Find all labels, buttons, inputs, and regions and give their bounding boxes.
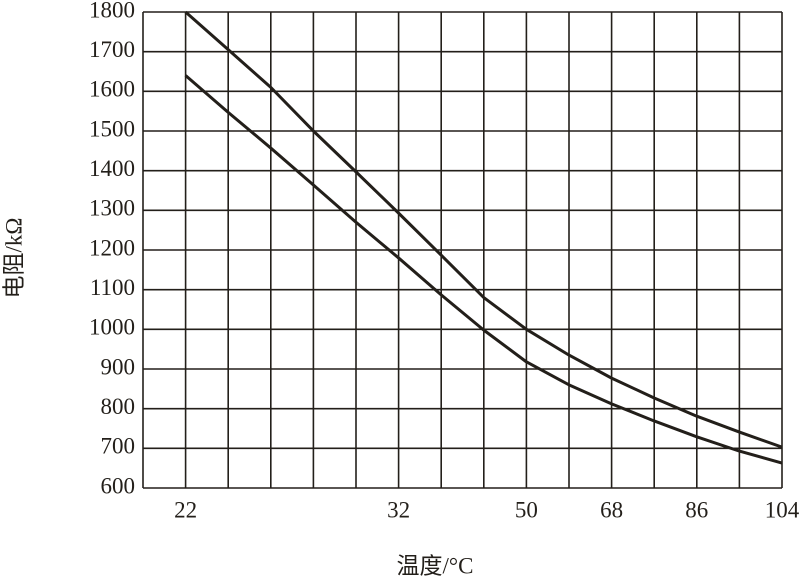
x-tick-label: 104 <box>765 497 800 522</box>
y-tick-label: 1600 <box>89 77 135 102</box>
y-axis-label: 电阻/kΩ <box>1 218 26 299</box>
line <box>184 74 783 465</box>
x-tick-label: 86 <box>685 497 708 522</box>
y-tick-label: 800 <box>101 394 136 419</box>
y-tick-label: 1500 <box>89 116 135 141</box>
x-axis-label: 温度/°C <box>397 553 474 578</box>
y-tick-label: 1700 <box>89 37 135 62</box>
y-tick-label: 1800 <box>89 0 135 22</box>
y-tick-label: 1300 <box>89 196 135 221</box>
y-tick-label: 1200 <box>89 235 135 260</box>
y-tick-label: 1000 <box>89 315 135 340</box>
x-tick-label: 68 <box>600 497 623 522</box>
y-tick-label: 900 <box>101 354 136 379</box>
y-tick-label: 700 <box>101 434 136 459</box>
x-tick-label: 32 <box>387 497 410 522</box>
line <box>184 10 783 449</box>
y-tick-label: 1100 <box>90 275 135 300</box>
x-tick-label: 22 <box>174 497 197 522</box>
y-tick-label: 600 <box>101 473 136 498</box>
x-tick-label: 50 <box>515 497 538 522</box>
y-tick-label: 1400 <box>89 156 135 181</box>
